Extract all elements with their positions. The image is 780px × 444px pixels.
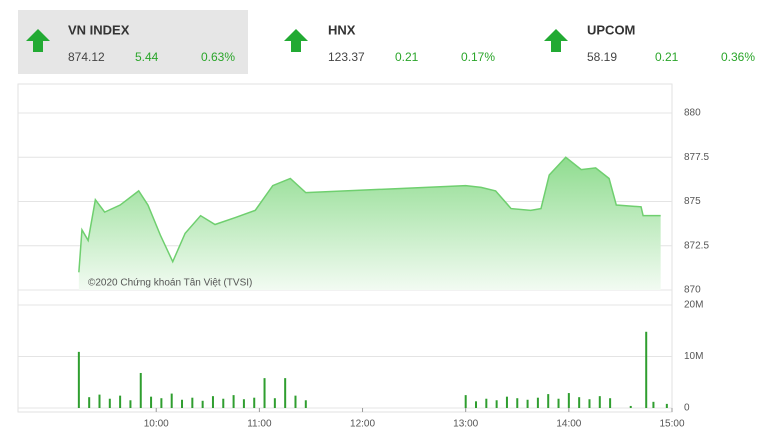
- volume-bar: [464, 395, 467, 408]
- volume-bar: [150, 396, 153, 408]
- area-fill: [78, 157, 661, 290]
- volume-bar: [77, 351, 80, 408]
- volume-bar: [516, 398, 519, 408]
- price-line: [78, 156, 661, 273]
- volume-bar: [211, 396, 214, 408]
- index-pct: 0.63%: [201, 50, 235, 64]
- volume-bar: [578, 397, 581, 408]
- volume-bar: [294, 395, 297, 408]
- x-tick-label: 15:00: [659, 419, 684, 430]
- volume-bar: [160, 398, 163, 408]
- x-tick-label: 13:00: [453, 419, 478, 430]
- volume-bar: [475, 401, 478, 408]
- volume-bar: [181, 399, 184, 408]
- y-tick-label: 0: [684, 403, 690, 414]
- y-tick-label: 20M: [684, 300, 703, 311]
- index-name: UPCOM: [587, 22, 635, 37]
- volume-bar: [88, 397, 91, 408]
- volume-bar: [547, 394, 550, 408]
- index-change: 0.21: [395, 50, 419, 64]
- index-pct: 0.36%: [721, 50, 755, 64]
- volume-bar: [629, 405, 632, 408]
- watermark: ©2020 Chứng khoán Tân Việt (TVSI): [88, 278, 252, 289]
- x-tick-label: 14:00: [556, 419, 581, 430]
- up-arrow: [26, 29, 50, 52]
- y-tick-label: 870: [684, 285, 701, 296]
- volume-bar: [273, 398, 276, 408]
- index-value: 123.37: [328, 50, 365, 64]
- index-change: 5.44: [135, 50, 159, 64]
- volume-bar: [588, 399, 591, 408]
- volume-bar: [304, 400, 307, 408]
- chart-frame: [17, 83, 673, 413]
- y-tick-label: 875: [684, 196, 701, 207]
- volume-bar: [98, 394, 101, 408]
- y-tick-label: 872.5: [684, 240, 709, 251]
- volume-bar: [139, 372, 142, 408]
- volume-bar: [526, 399, 529, 408]
- index-change: 0.21: [655, 50, 679, 64]
- volume-bar: [222, 398, 225, 408]
- volume-bar: [536, 397, 539, 408]
- index-pct: 0.17%: [461, 50, 495, 64]
- y-tick-label: 880: [684, 108, 701, 119]
- y-tick-label: 10M: [684, 351, 703, 362]
- volume-bar: [505, 396, 508, 408]
- volume-bar: [665, 403, 668, 408]
- index-name: HNX: [328, 22, 356, 37]
- volume-bar: [253, 397, 256, 408]
- volume-bar: [191, 397, 194, 408]
- volume-bar: [609, 398, 612, 408]
- volume-bar: [284, 378, 287, 408]
- volume-bar: [557, 398, 560, 408]
- x-tick-label: 11:00: [247, 419, 272, 430]
- volume-bar: [119, 395, 122, 408]
- volume-bar: [645, 331, 648, 408]
- volume-bar: [485, 398, 488, 408]
- index-value: 58.19: [587, 50, 617, 64]
- index-value: 874.12: [68, 50, 105, 64]
- up-arrow: [544, 29, 568, 52]
- y-tick-label: 877.5: [684, 152, 709, 163]
- volume-bar: [652, 401, 655, 408]
- x-tick-label: 10:00: [144, 419, 169, 430]
- index-name: VN INDEX: [68, 22, 130, 37]
- volume-bar: [598, 396, 601, 408]
- volume-bar: [495, 400, 498, 408]
- x-tick-label: 12:00: [350, 419, 375, 430]
- volume-bar: [242, 399, 245, 408]
- volume-bar: [232, 395, 235, 408]
- volume-bar: [567, 393, 570, 408]
- volume-bar: [263, 378, 266, 408]
- volume-bar: [201, 400, 204, 408]
- volume-bar: [170, 393, 173, 408]
- volume-bar: [129, 400, 132, 408]
- active-tile: [18, 10, 248, 74]
- up-arrow: [284, 29, 308, 52]
- volume-bar: [108, 398, 111, 408]
